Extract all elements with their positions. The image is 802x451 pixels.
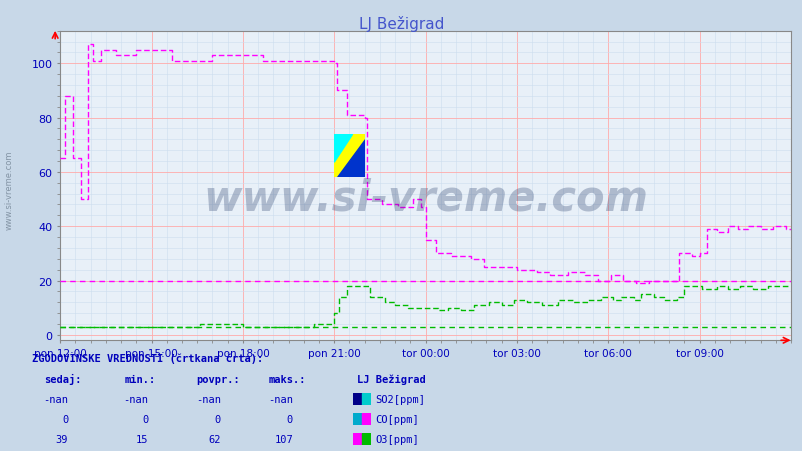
Text: 0: 0 [142,414,148,424]
Text: -nan: -nan [124,394,148,404]
Text: LJ Bežigrad: LJ Bežigrad [358,16,444,32]
Text: sedaj:: sedaj: [44,373,82,384]
Text: min.:: min.: [124,374,156,384]
Text: 15: 15 [136,434,148,444]
Text: 0: 0 [214,414,221,424]
Bar [353,413,362,425]
Text: www.si-vreme.com: www.si-vreme.com [203,177,647,219]
Text: 0: 0 [286,414,293,424]
Text: -nan: -nan [268,394,293,404]
Text: SO2[ppm]: SO2[ppm] [375,394,424,404]
Bar [362,433,371,445]
Bar [362,393,371,405]
Text: 107: 107 [274,434,293,444]
Polygon shape [334,135,352,163]
Text: maks.:: maks.: [269,374,306,384]
Polygon shape [337,139,364,178]
Text: -nan: -nan [196,394,221,404]
Text: www.si-vreme.com: www.si-vreme.com [5,150,14,229]
Bar [362,413,371,425]
Text: povpr.:: povpr.: [196,374,240,384]
Bar [353,393,362,405]
Text: -nan: -nan [43,394,68,404]
Text: 62: 62 [208,434,221,444]
Text: O3[ppm]: O3[ppm] [375,434,418,444]
Bar [353,433,362,445]
Text: ZGODOVINSKE VREDNOSTI (črtkana črta):: ZGODOVINSKE VREDNOSTI (črtkana črta): [32,352,263,363]
Text: CO[ppm]: CO[ppm] [375,414,418,424]
Text: LJ Bežigrad: LJ Bežigrad [357,374,426,384]
Text: 39: 39 [55,434,68,444]
Text: 0: 0 [62,414,68,424]
